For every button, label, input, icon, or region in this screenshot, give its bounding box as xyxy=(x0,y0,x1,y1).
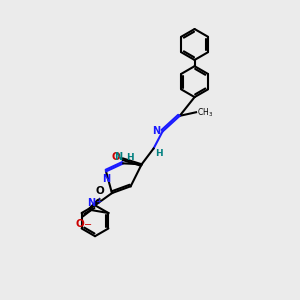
Text: N: N xyxy=(153,126,161,136)
Text: N: N xyxy=(103,174,111,184)
Text: +: + xyxy=(95,196,101,206)
Text: N: N xyxy=(87,198,95,208)
Text: H: H xyxy=(126,153,133,162)
Text: CH$_3$: CH$_3$ xyxy=(197,106,213,118)
Text: O: O xyxy=(76,219,84,229)
Text: O: O xyxy=(112,152,120,162)
Text: H: H xyxy=(155,149,163,158)
Text: −: − xyxy=(84,220,92,230)
Text: N: N xyxy=(114,152,122,162)
Text: O: O xyxy=(95,186,104,197)
